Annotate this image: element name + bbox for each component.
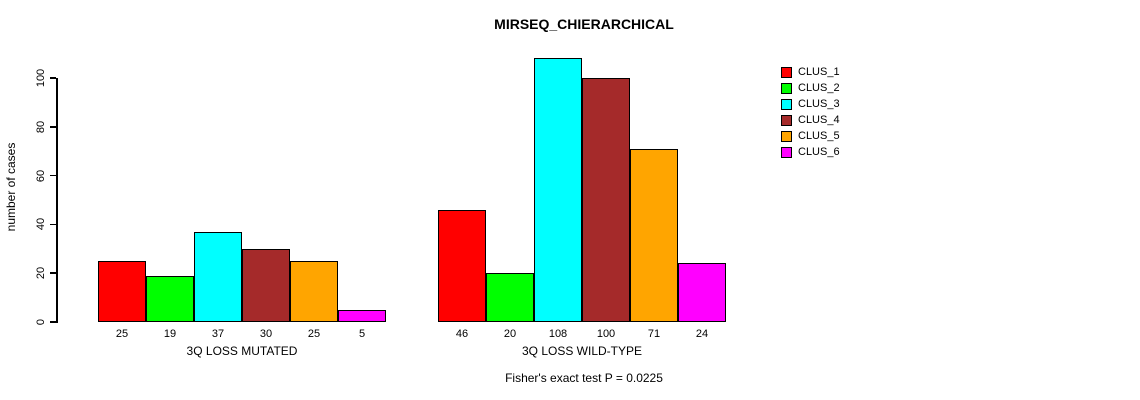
legend-item: CLUS_3 [781, 96, 840, 112]
x-axis-group-label-wildtype: 3Q LOSS WILD-TYPE [521, 344, 643, 358]
legend-swatch [781, 66, 792, 78]
legend-item-label: CLUS_3 [798, 98, 840, 110]
legend-item-label: CLUS_5 [798, 130, 840, 142]
fisher-test-footnote: Fisher's exact test P = 0.0225 [505, 371, 663, 385]
bar-value-label: 25 [307, 328, 321, 340]
legend-item: CLUS_1 [781, 64, 840, 80]
legend-swatch [781, 146, 792, 158]
y-tick-mark [50, 321, 56, 323]
y-tick-label: 100 [35, 68, 47, 88]
bar [98, 261, 146, 322]
legend-item: CLUS_4 [781, 112, 840, 128]
legend-swatch [781, 82, 792, 94]
bar-value-label: 25 [115, 328, 129, 340]
y-tick-label: 60 [35, 169, 47, 182]
x-axis-group-label-mutated: 3Q LOSS MUTATED [186, 344, 298, 358]
bar-value-label: 20 [503, 328, 517, 340]
y-tick-label: 40 [35, 218, 47, 231]
bar [534, 58, 582, 322]
bar-value-label: 108 [548, 328, 568, 340]
bar [290, 261, 338, 322]
legend: CLUS_1 CLUS_2 CLUS_3 CLUS_4 CLUS_5 CLUS_6 [781, 64, 840, 160]
y-axis-line [56, 78, 58, 323]
bar-value-label: 100 [596, 328, 616, 340]
bar [146, 275, 194, 322]
bar [194, 231, 242, 322]
bar-value-label: 71 [647, 328, 661, 340]
legend-item-label: CLUS_6 [798, 146, 840, 158]
legend-swatch [781, 130, 792, 142]
legend-item-label: CLUS_1 [798, 66, 840, 78]
y-tick-mark [50, 272, 56, 274]
chart-title: MIRSEQ_CHIERARCHICAL [494, 16, 674, 32]
bar [486, 273, 534, 322]
bar-value-label: 24 [695, 328, 709, 340]
legend-swatch [781, 114, 792, 126]
bar-value-label: 30 [259, 328, 273, 340]
legend-item: CLUS_5 [781, 128, 840, 144]
legend-item-label: CLUS_2 [798, 82, 840, 94]
legend-item: CLUS_2 [781, 80, 840, 96]
bar-value-label: 46 [455, 328, 469, 340]
y-tick-mark [50, 223, 56, 226]
bar-value-label: 37 [211, 328, 225, 340]
bar [582, 78, 630, 322]
bar-value-label: 5 [358, 328, 366, 340]
bar-value-label: 19 [163, 328, 177, 340]
bar [630, 148, 678, 322]
bar [678, 263, 726, 322]
y-tick-mark [50, 174, 56, 177]
y-axis-label: number of cases [4, 142, 18, 232]
y-tick-label: 20 [35, 267, 47, 280]
y-tick-label: 80 [35, 120, 47, 133]
bar [338, 309, 386, 322]
bar [438, 209, 486, 322]
bar [242, 248, 290, 322]
legend-swatch [781, 98, 792, 110]
legend-item-label: CLUS_4 [798, 114, 840, 126]
y-tick-mark [50, 126, 56, 128]
y-tick-mark [50, 77, 56, 79]
legend-item: CLUS_6 [781, 144, 840, 160]
y-tick-label: 0 [35, 318, 47, 326]
